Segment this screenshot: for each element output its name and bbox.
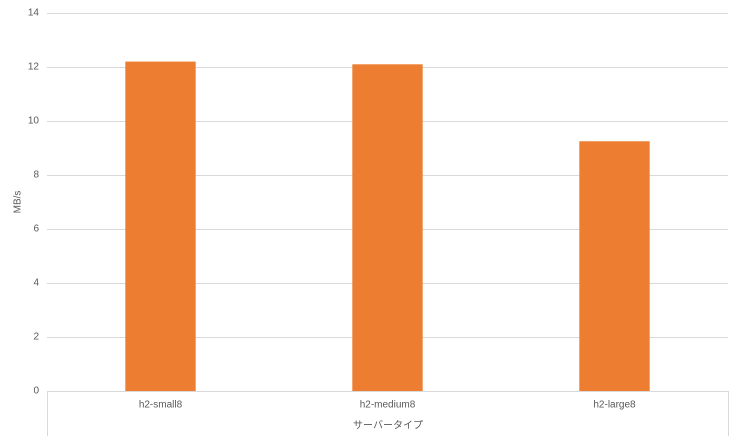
bar xyxy=(125,61,196,391)
y-tick-label: 8 xyxy=(33,170,39,181)
x-axis-title: サーバータイプ xyxy=(353,420,423,432)
y-tick-label: 6 xyxy=(33,224,39,235)
bar xyxy=(352,64,423,392)
y-tick-label: 4 xyxy=(33,278,39,289)
x-tick-label: h2-medium8 xyxy=(360,400,416,411)
bar xyxy=(579,141,650,391)
y-tick-label: 2 xyxy=(33,332,39,343)
y-tick-label: 10 xyxy=(28,116,40,127)
x-tick-label: h2-small8 xyxy=(139,400,183,411)
x-tick-label: h2-large8 xyxy=(593,400,636,411)
y-tick-label: 14 xyxy=(28,8,40,19)
y-tick-label: 12 xyxy=(28,62,40,73)
y-tick-label: 0 xyxy=(33,386,39,397)
y-axis-title: MB/s xyxy=(13,191,24,214)
